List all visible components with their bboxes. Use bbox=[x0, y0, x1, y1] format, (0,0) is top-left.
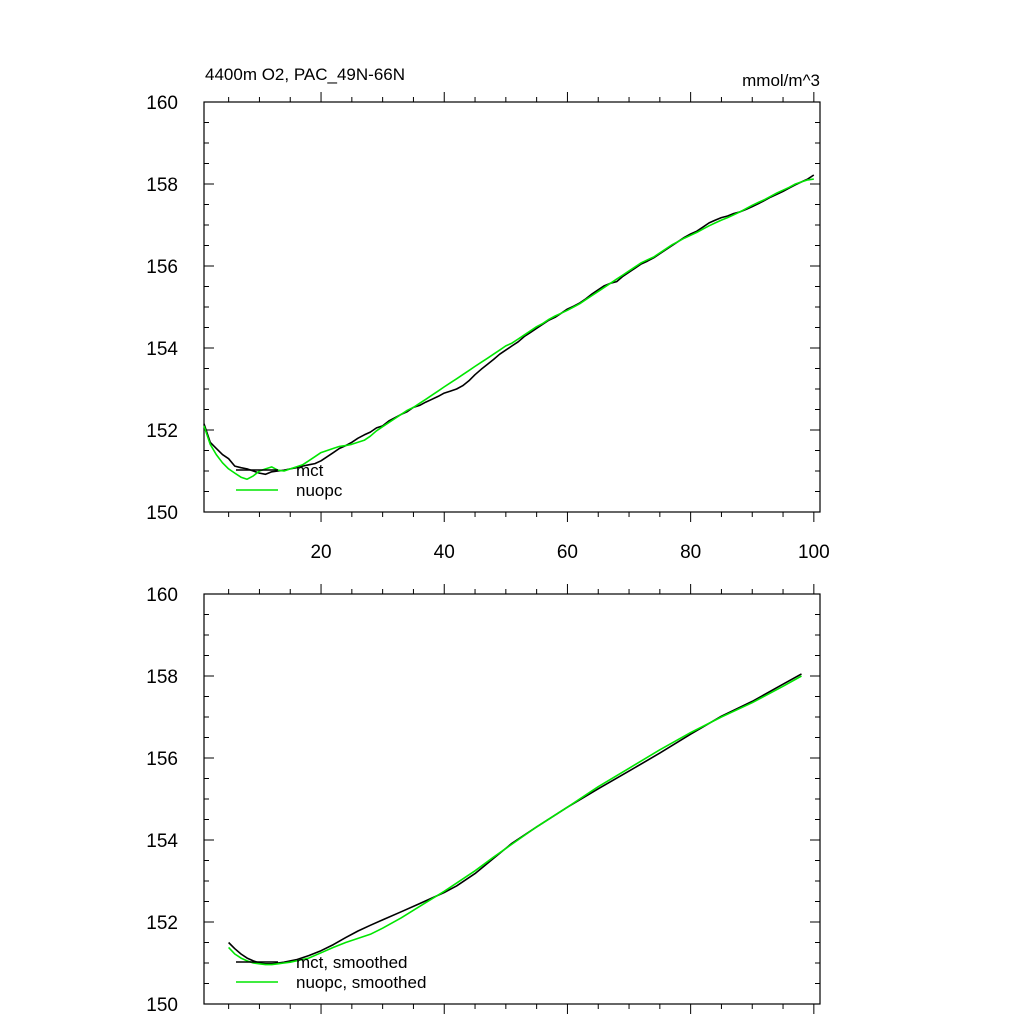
x-tick-label: 100 bbox=[798, 542, 830, 563]
y-tick-label: 150 bbox=[146, 503, 178, 524]
y-tick-label: 154 bbox=[146, 339, 178, 360]
x-tick-label: 60 bbox=[557, 542, 578, 563]
x-tick-label: 40 bbox=[434, 542, 455, 563]
series-line-mct bbox=[228, 673, 802, 965]
series-line-mct bbox=[203, 174, 815, 476]
y-tick-label: 158 bbox=[146, 667, 178, 688]
plot-frame bbox=[203, 101, 821, 513]
x-tick-label: 20 bbox=[310, 542, 331, 563]
plot-frame bbox=[203, 593, 821, 1005]
legend-label: mct bbox=[296, 461, 324, 480]
y-tick-label: 156 bbox=[146, 749, 178, 770]
top-panel: 4400m O2, PAC_49N-66N mmol/m^3 150 152 154… bbox=[146, 65, 829, 563]
y-tick-label: 152 bbox=[146, 421, 178, 442]
series-line-nuopc bbox=[203, 178, 814, 481]
y-tick-label: 154 bbox=[146, 831, 178, 852]
x-tick-label: 80 bbox=[680, 542, 701, 563]
y-tick-label: 158 bbox=[146, 175, 178, 196]
legend-label: nuopc bbox=[296, 481, 343, 500]
legend-label: mct, smoothed bbox=[296, 953, 408, 972]
legend-label: nuopc, smoothed bbox=[296, 973, 426, 992]
series-line-nuopc bbox=[228, 675, 802, 966]
y-tick-label: 160 bbox=[146, 585, 178, 606]
y-tick-label: 156 bbox=[146, 257, 178, 278]
y-tick-label: 160 bbox=[146, 93, 178, 114]
y-tick-label: 150 bbox=[146, 995, 178, 1016]
units-label: mmol/m^3 bbox=[742, 71, 820, 90]
panel-title: 4400m O2, PAC_49N-66N bbox=[205, 65, 405, 84]
y-tick-label: 152 bbox=[146, 913, 178, 934]
